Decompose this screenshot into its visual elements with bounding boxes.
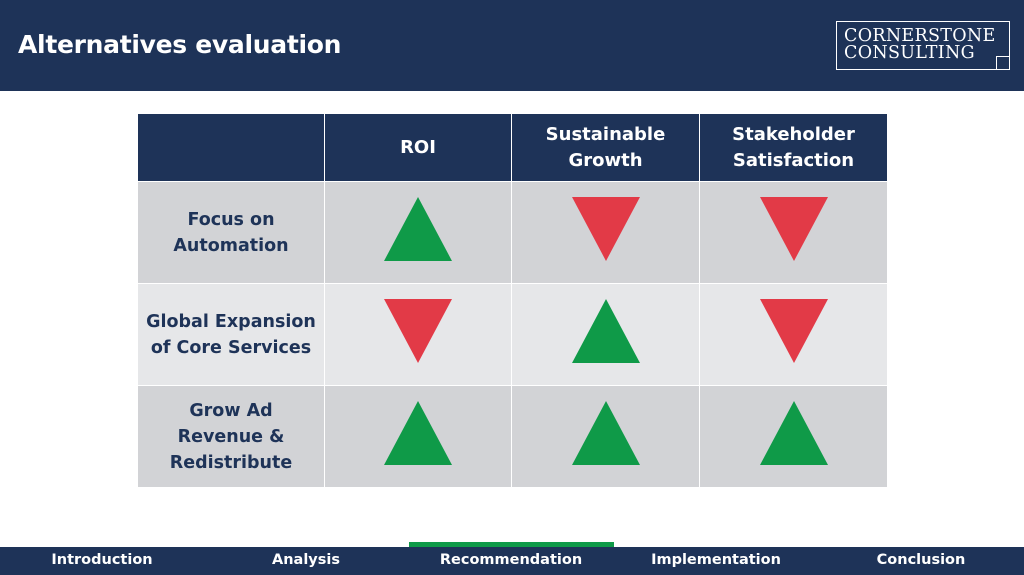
up-triangle-icon bbox=[384, 400, 452, 465]
logo-line-1: CORNERSTONE bbox=[844, 26, 996, 46]
nav-item-conclusion[interactable]: Conclusion bbox=[876, 552, 966, 568]
cell-adrevenue-growth bbox=[511, 385, 700, 488]
cell-expansion-roi bbox=[324, 283, 512, 386]
logo-line-2: CONSULTING bbox=[844, 43, 975, 63]
logo-corner-mark bbox=[996, 56, 1010, 70]
column-header-label: Sustainable Growth bbox=[545, 123, 666, 171]
up-triangle-icon bbox=[384, 196, 452, 261]
cell-automation-satisfaction bbox=[699, 181, 888, 284]
table-row: Grow Ad Revenue & Redistribute bbox=[137, 385, 888, 488]
down-triangle-icon bbox=[384, 298, 452, 363]
section-nav: Introduction Analysis Recommendation Imp… bbox=[0, 547, 1024, 575]
nav-item-analysis[interactable]: Analysis bbox=[272, 552, 340, 568]
cell-adrevenue-roi bbox=[324, 385, 512, 488]
cell-expansion-satisfaction bbox=[699, 283, 888, 386]
table-row: Focus on Automation bbox=[137, 181, 888, 284]
table-row: Global Expansion of Core Services bbox=[137, 283, 888, 386]
down-triangle-icon bbox=[759, 196, 828, 261]
up-triangle-icon bbox=[571, 298, 640, 363]
table-header-row: ROI Sustainable Growth Stakeholder Satis… bbox=[137, 113, 888, 182]
column-header-label: Stakeholder Satisfaction bbox=[732, 123, 855, 171]
down-triangle-icon bbox=[759, 298, 828, 363]
cell-expansion-growth bbox=[511, 283, 700, 386]
column-header-sustainable-growth: Sustainable Growth bbox=[511, 113, 700, 182]
up-triangle-icon bbox=[571, 400, 640, 465]
down-triangle-icon bbox=[571, 196, 640, 261]
row-label-text: Focus on Automation bbox=[173, 209, 289, 256]
header-bar: Alternatives evaluation CORNERSTONE CONS… bbox=[0, 0, 1024, 91]
up-triangle-icon bbox=[759, 400, 828, 465]
evaluation-table: ROI Sustainable Growth Stakeholder Satis… bbox=[137, 113, 888, 488]
row-label-global-expansion: Global Expansion of Core Services bbox=[137, 283, 325, 386]
cell-automation-growth bbox=[511, 181, 700, 284]
row-label-grow-ad-revenue: Grow Ad Revenue & Redistribute bbox=[137, 385, 325, 488]
column-header-empty bbox=[137, 113, 325, 182]
row-label-automation: Focus on Automation bbox=[137, 181, 325, 284]
nav-item-introduction[interactable]: Introduction bbox=[51, 552, 153, 568]
column-header-stakeholder-satisfaction: Stakeholder Satisfaction bbox=[699, 113, 888, 182]
nav-item-implementation[interactable]: Implementation bbox=[651, 552, 781, 568]
page-title: Alternatives evaluation bbox=[18, 30, 342, 59]
row-label-text: Grow Ad Revenue & Redistribute bbox=[169, 400, 293, 473]
cell-automation-roi bbox=[324, 181, 512, 284]
cell-adrevenue-satisfaction bbox=[699, 385, 888, 488]
company-logo: CORNERSTONE CONSULTING bbox=[836, 21, 1010, 70]
nav-item-recommendation[interactable]: Recommendation bbox=[439, 552, 583, 568]
column-header-roi: ROI bbox=[324, 113, 512, 182]
row-label-text: Global Expansion of Core Services bbox=[146, 311, 316, 358]
active-section-indicator bbox=[409, 542, 614, 548]
